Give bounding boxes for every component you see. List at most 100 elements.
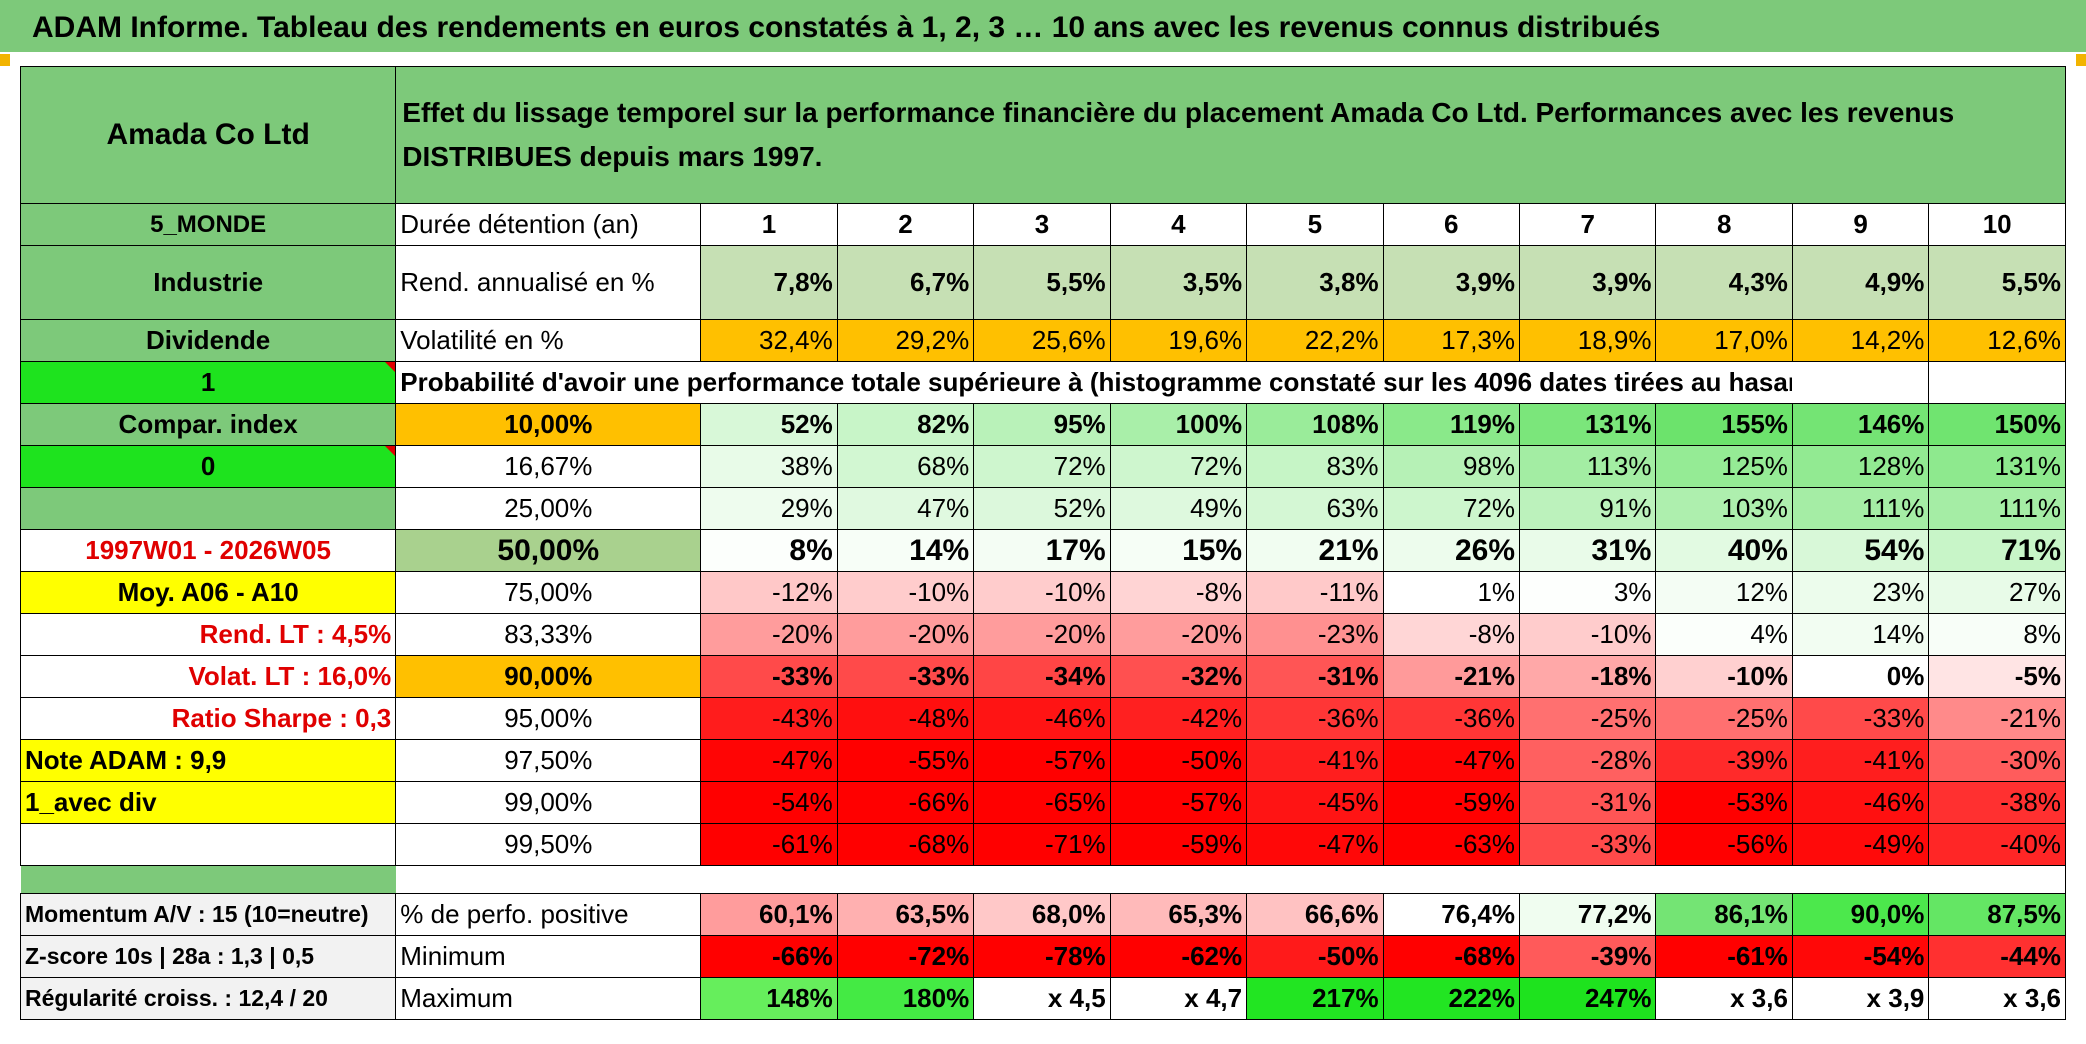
probability-value: 47% [836,487,975,530]
maximum-value: 247% [1519,977,1657,1020]
probability-value: 131% [1519,403,1657,446]
probability-value: 150% [1928,403,2066,446]
probability-value: -36% [1382,697,1521,740]
probability-value: -59% [1109,823,1248,866]
maximum-value: x 4,7 [1109,977,1248,1020]
long-term-volatility: Volat. LT : 16,0% [19,655,397,698]
probability-value: -30% [1928,739,2066,782]
volatility-value: 12,6% [1928,319,2066,362]
probability-value: -46% [1791,781,1930,824]
empty-cell [19,823,397,866]
probability-value: -59% [1382,781,1521,824]
minimum-value: -39% [1519,935,1657,978]
year-header: 6 [1382,203,1521,246]
probability-value: -33% [700,655,838,698]
probability-value: -28% [1519,739,1657,782]
sharpe-ratio: Ratio Sharpe : 0,3 [19,697,397,740]
volatility-value: 19,6% [1109,319,1248,362]
positive-performance-value: 77,2% [1519,893,1657,936]
minimum-value: -68% [1382,935,1521,978]
probability-value: -71% [973,823,1111,866]
probability-value: 1% [1382,571,1521,614]
positive-performance-value: 76,4% [1382,893,1521,936]
probability-value: 91% [1519,487,1657,530]
annualized-return-value: 6,7% [836,245,975,320]
volatility-value: 29,2% [836,319,975,362]
positive-performance-value: 87,5% [1928,893,2066,936]
positive-performance-value: 63,5% [836,893,975,936]
minimum-value: -44% [1928,935,2066,978]
probability-value: -68% [836,823,975,866]
probability-value: 38% [700,445,838,488]
volatility-value: 17,0% [1655,319,1793,362]
probability-value: -47% [1382,739,1521,782]
minimum-label: Minimum [395,935,702,978]
company-name: Amada Co Ltd [19,66,397,204]
probability-value: 95% [973,403,1111,446]
probability-value: -23% [1246,613,1384,656]
probability-value: 15% [1109,529,1248,572]
probability-value: -10% [1519,613,1657,656]
probability-value: -48% [836,697,975,740]
annualized-return-value: 3,9% [1519,245,1657,320]
probability-value: -20% [1109,613,1248,656]
probability-value: 54% [1791,529,1930,572]
probability-value: -47% [700,739,838,782]
positive-performance-value: 60,1% [700,893,838,936]
volatility-value: 22,2% [1246,319,1384,362]
probability-value: 113% [1519,445,1657,488]
probability-value: 100% [1109,403,1248,446]
probability-value: -20% [836,613,975,656]
probability-threshold: 90,00% [395,655,702,698]
probability-value: -18% [1519,655,1657,698]
empty-cell [1928,361,2066,404]
probability-value: 4% [1655,613,1793,656]
dividend-mode: 1_avec div [19,781,397,824]
probability-value: -53% [1655,781,1793,824]
probability-value: -31% [1246,655,1384,698]
probability-value: -20% [700,613,838,656]
probability-value: -49% [1791,823,1930,866]
probability-value: -42% [1109,697,1248,740]
probability-value: -10% [836,571,975,614]
annualized-return-value: 5,5% [1928,245,2066,320]
probability-value: -31% [1519,781,1657,824]
maximum-value: 180% [836,977,975,1020]
probability-value: -21% [1382,655,1521,698]
annualized-return-value: 3,8% [1246,245,1384,320]
volatility-value: 17,3% [1382,319,1521,362]
report-title: ADAM Informe. Tableau des rendements en … [0,0,2086,52]
annualized-return-value: 5,5% [973,245,1111,320]
region-label: 5_MONDE [19,203,397,246]
year-header: 4 [1109,203,1248,246]
sector-label: Industrie [19,245,397,320]
probability-value: -41% [1246,739,1384,782]
probability-value: -61% [700,823,838,866]
positive-performance-value: 90,0% [1791,893,1930,936]
probability-threshold: 10,00% [395,403,702,446]
probability-value: 82% [836,403,975,446]
probability-value: -41% [1791,739,1930,782]
year-header: 8 [1655,203,1793,246]
probability-value: 23% [1791,571,1930,614]
probability-value: 72% [1109,445,1248,488]
volatility-value: 14,2% [1791,319,1930,362]
probability-value: 12% [1655,571,1793,614]
corner-marker [2076,54,2086,66]
year-header: 2 [836,203,975,246]
positive-performance-value: 68,0% [973,893,1111,936]
probability-value: 68% [836,445,975,488]
probability-threshold: 50,00% [395,529,702,572]
table-description: Effet du lissage temporel sur la perform… [395,66,2066,204]
positive-performance-value: 65,3% [1109,893,1248,936]
probability-value: 31% [1519,529,1657,572]
probability-value: 131% [1928,445,2066,488]
probability-value: -50% [1109,739,1248,782]
probability-value: 83% [1246,445,1384,488]
probability-value: -54% [700,781,838,824]
probability-value: 98% [1382,445,1521,488]
probability-value: 63% [1246,487,1384,530]
probability-value: 72% [1382,487,1521,530]
probability-value: -66% [836,781,975,824]
probability-value: 155% [1655,403,1793,446]
